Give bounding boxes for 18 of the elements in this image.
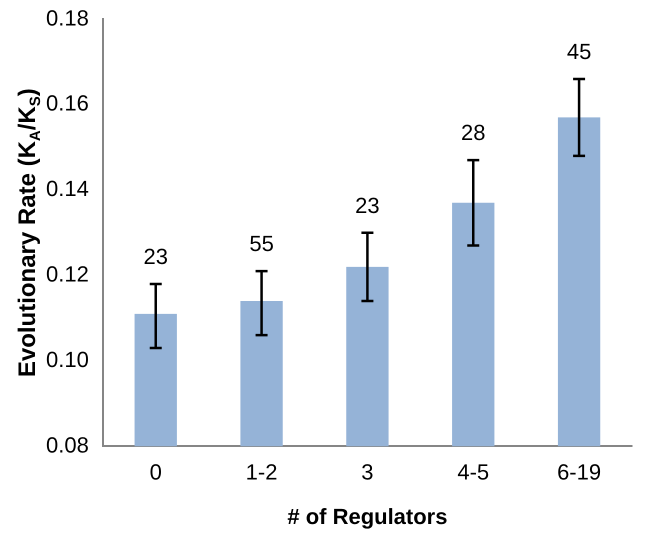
annotation: 23: [143, 244, 168, 270]
x-tick-label: 1-2: [246, 459, 278, 484]
y-tick-label: 0.16: [46, 90, 89, 116]
y-tick-label: 0.12: [46, 261, 89, 286]
x-tick-label: 4-5: [457, 459, 490, 484]
y-tick-label: 0.18: [46, 5, 89, 30]
y-tick-label: 0.14: [46, 176, 89, 202]
x-tick-label: 6-19: [557, 459, 602, 484]
annotation: 28: [461, 120, 486, 146]
y-tick-label: 0.08: [46, 432, 89, 458]
annotation: 55: [249, 231, 274, 256]
y-axis-title: Evolutionary Rate (KA/KS): [14, 88, 44, 378]
y-tick-label: 0.10: [46, 346, 89, 372]
annotation: 23: [355, 192, 380, 218]
x-tick-label: 3: [361, 459, 374, 484]
x-axis-title: # of Regulators: [287, 504, 448, 529]
annotation: 45: [566, 39, 592, 64]
x-tick-label: 0: [150, 459, 162, 484]
